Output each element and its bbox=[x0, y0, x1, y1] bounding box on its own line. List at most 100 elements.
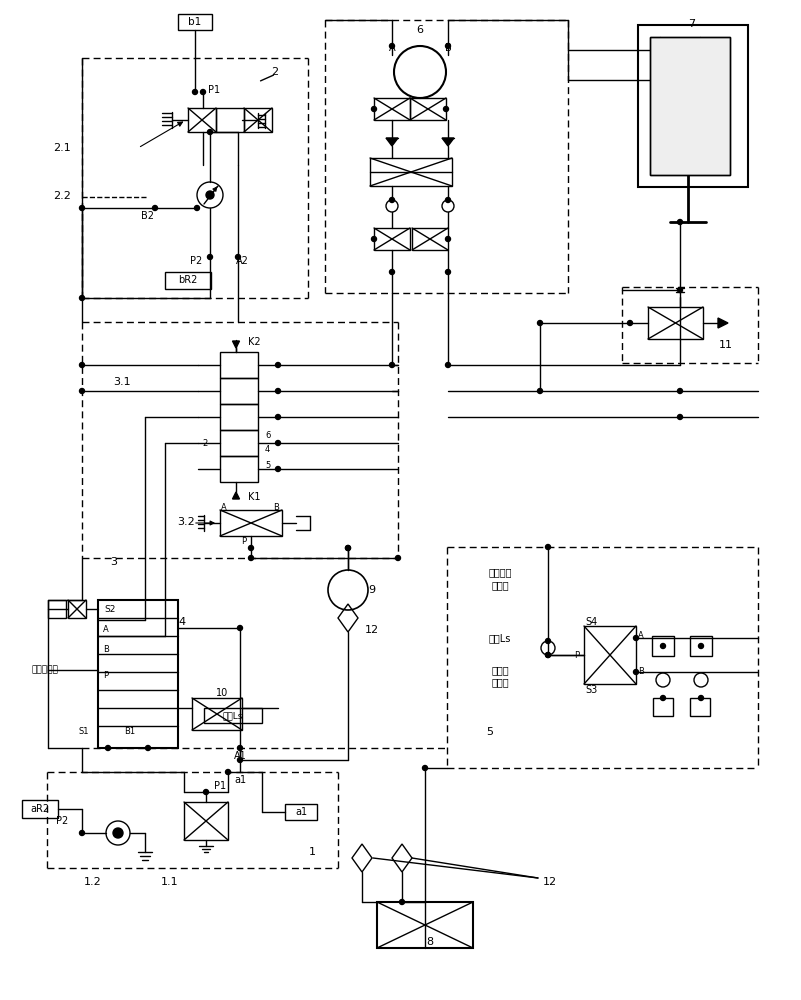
Bar bbox=[410, 98, 446, 120]
Bar bbox=[22, 800, 58, 818]
Circle shape bbox=[79, 362, 84, 367]
Text: 12: 12 bbox=[543, 877, 557, 887]
Polygon shape bbox=[386, 138, 398, 146]
Circle shape bbox=[79, 388, 84, 393]
Circle shape bbox=[634, 670, 638, 674]
Circle shape bbox=[238, 746, 243, 750]
Circle shape bbox=[422, 766, 428, 770]
Circle shape bbox=[445, 269, 450, 274]
Text: P2: P2 bbox=[56, 816, 68, 826]
Text: 3: 3 bbox=[111, 557, 118, 567]
Circle shape bbox=[200, 90, 206, 95]
Circle shape bbox=[389, 362, 395, 367]
Text: 1.2: 1.2 bbox=[84, 877, 102, 887]
Bar bbox=[652, 636, 674, 656]
Circle shape bbox=[627, 320, 633, 326]
Text: a1: a1 bbox=[295, 807, 307, 817]
Bar bbox=[184, 802, 228, 840]
Bar bbox=[220, 404, 258, 430]
Circle shape bbox=[389, 269, 395, 274]
Text: B2: B2 bbox=[142, 211, 155, 221]
Circle shape bbox=[389, 198, 395, 202]
Bar bbox=[648, 307, 703, 339]
Bar bbox=[216, 108, 244, 132]
Text: S4: S4 bbox=[586, 617, 598, 627]
Text: 6: 6 bbox=[265, 430, 271, 440]
Circle shape bbox=[276, 466, 280, 472]
Circle shape bbox=[445, 362, 450, 367]
Text: 6: 6 bbox=[417, 25, 424, 35]
Text: 5: 5 bbox=[265, 460, 270, 470]
Text: 主油泵进油: 主油泵进油 bbox=[32, 666, 59, 674]
Circle shape bbox=[661, 696, 666, 700]
Text: 10: 10 bbox=[216, 688, 228, 698]
Bar bbox=[188, 108, 216, 132]
Circle shape bbox=[372, 236, 376, 241]
Text: P2: P2 bbox=[190, 256, 202, 266]
Bar bbox=[638, 25, 748, 187]
Text: A: A bbox=[221, 504, 227, 512]
Circle shape bbox=[545, 652, 550, 658]
Text: 反馈油: 反馈油 bbox=[491, 580, 509, 590]
Text: 辅助油: 辅助油 bbox=[491, 665, 509, 675]
Text: B: B bbox=[638, 668, 644, 676]
Circle shape bbox=[248, 556, 253, 560]
Circle shape bbox=[276, 440, 280, 446]
Circle shape bbox=[445, 43, 450, 48]
Text: B1: B1 bbox=[124, 728, 135, 736]
Circle shape bbox=[235, 254, 240, 259]
Text: bR2: bR2 bbox=[179, 275, 198, 285]
Text: 2: 2 bbox=[203, 438, 208, 448]
Circle shape bbox=[207, 254, 212, 259]
Bar bbox=[650, 37, 730, 175]
Polygon shape bbox=[232, 492, 239, 499]
Text: K1: K1 bbox=[248, 492, 260, 502]
Text: a1: a1 bbox=[234, 775, 246, 785]
Bar bbox=[377, 902, 473, 948]
Circle shape bbox=[545, 544, 550, 550]
Bar bbox=[178, 14, 212, 30]
Circle shape bbox=[203, 790, 208, 794]
Text: 8: 8 bbox=[426, 937, 433, 947]
Circle shape bbox=[661, 644, 666, 648]
Text: P: P bbox=[241, 538, 247, 546]
Circle shape bbox=[545, 652, 550, 658]
Circle shape bbox=[372, 106, 376, 111]
Bar bbox=[98, 600, 178, 748]
Circle shape bbox=[678, 414, 682, 420]
Circle shape bbox=[389, 43, 395, 48]
Bar bbox=[244, 108, 272, 132]
Circle shape bbox=[678, 388, 682, 393]
Circle shape bbox=[207, 129, 212, 134]
Text: K2: K2 bbox=[248, 337, 260, 347]
Text: 5: 5 bbox=[486, 727, 493, 737]
Circle shape bbox=[113, 828, 123, 838]
Circle shape bbox=[146, 746, 151, 750]
Text: 主泵Ls: 主泵Ls bbox=[223, 712, 244, 720]
Bar bbox=[192, 698, 242, 730]
Text: 4: 4 bbox=[179, 617, 186, 627]
Bar bbox=[220, 352, 258, 378]
Circle shape bbox=[698, 696, 703, 700]
Text: 7: 7 bbox=[688, 19, 695, 29]
Text: 1: 1 bbox=[308, 847, 316, 857]
Circle shape bbox=[678, 288, 682, 292]
Bar bbox=[220, 456, 258, 482]
Circle shape bbox=[79, 296, 84, 300]
Text: 其他动作: 其他动作 bbox=[489, 567, 512, 577]
Circle shape bbox=[276, 362, 280, 367]
Circle shape bbox=[698, 644, 703, 648]
Bar bbox=[220, 378, 258, 404]
Text: B: B bbox=[445, 43, 452, 53]
Circle shape bbox=[537, 320, 542, 326]
Circle shape bbox=[152, 206, 158, 211]
Circle shape bbox=[396, 556, 400, 560]
Text: aR2: aR2 bbox=[30, 804, 50, 814]
Circle shape bbox=[195, 206, 199, 211]
Text: 辅泵Ls: 辅泵Ls bbox=[489, 633, 511, 643]
Bar bbox=[68, 600, 86, 618]
Bar bbox=[653, 698, 673, 716]
Circle shape bbox=[345, 546, 351, 550]
Text: S3: S3 bbox=[586, 685, 598, 695]
Polygon shape bbox=[718, 318, 728, 328]
